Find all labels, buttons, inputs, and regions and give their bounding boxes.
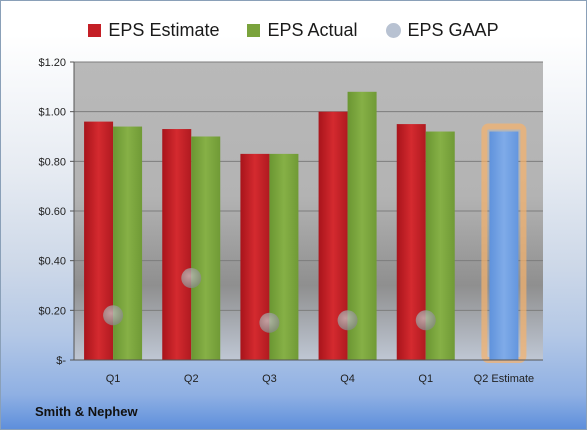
legend-item-eps-gaap: EPS GAAP xyxy=(385,19,499,41)
dot-eps-gaap xyxy=(337,310,358,331)
x-tick-label: Q3 xyxy=(262,373,277,385)
legend-label-eps-actual: EPS Actual xyxy=(267,19,358,40)
x-tick-label: Q1 xyxy=(106,373,121,385)
y-tick-label: $0.60 xyxy=(38,206,66,218)
y-tick-label: $0.80 xyxy=(38,156,66,168)
dot-eps-gaap xyxy=(259,312,280,333)
bar-q2-estimate xyxy=(489,131,519,360)
legend-swatch-eps-actual xyxy=(247,23,261,37)
x-tick-label: Q2 Estimate xyxy=(474,373,535,385)
dot-eps-gaap xyxy=(103,305,124,326)
y-tick-label: $1.20 xyxy=(38,57,66,69)
bars xyxy=(84,91,527,363)
y-tick-label: $1.00 xyxy=(38,107,66,119)
legend-label-eps-estimate: EPS Estimate xyxy=(108,19,220,40)
dot-eps-gaap xyxy=(181,268,202,289)
x-tick-label: Q4 xyxy=(340,373,355,385)
legend-label-eps-gaap: EPS GAAP xyxy=(407,19,499,40)
y-tick-label: $0.20 xyxy=(38,305,66,317)
bar-eps-estimate xyxy=(162,129,192,360)
company-name: Smith & Nephew xyxy=(35,404,138,419)
bar-eps-actual xyxy=(113,126,143,360)
legend-item-eps-estimate: EPS Estimate xyxy=(88,20,219,41)
legend-swatch-eps-gaap xyxy=(385,22,401,38)
x-tick-label: Q1 xyxy=(418,373,433,385)
y-tick-label: $0.40 xyxy=(38,256,66,268)
legend: EPS Estimate EPS Actual EPS GAAP xyxy=(1,15,586,45)
legend-swatch-eps-estimate xyxy=(88,23,102,37)
legend-item-eps-actual: EPS Actual xyxy=(247,19,358,41)
x-tick-label: Q2 xyxy=(184,373,199,385)
y-axis: $- $0.20 $0.40 $0.60 $0.80 $1.00 $1.20 xyxy=(38,57,75,367)
bar-eps-actual xyxy=(191,136,221,360)
x-axis: Q1 Q2 Q3 Q4 Q1 Q2 Estimate xyxy=(74,359,543,385)
y-tick-label: $- xyxy=(56,355,66,367)
dot-eps-gaap xyxy=(415,310,436,331)
